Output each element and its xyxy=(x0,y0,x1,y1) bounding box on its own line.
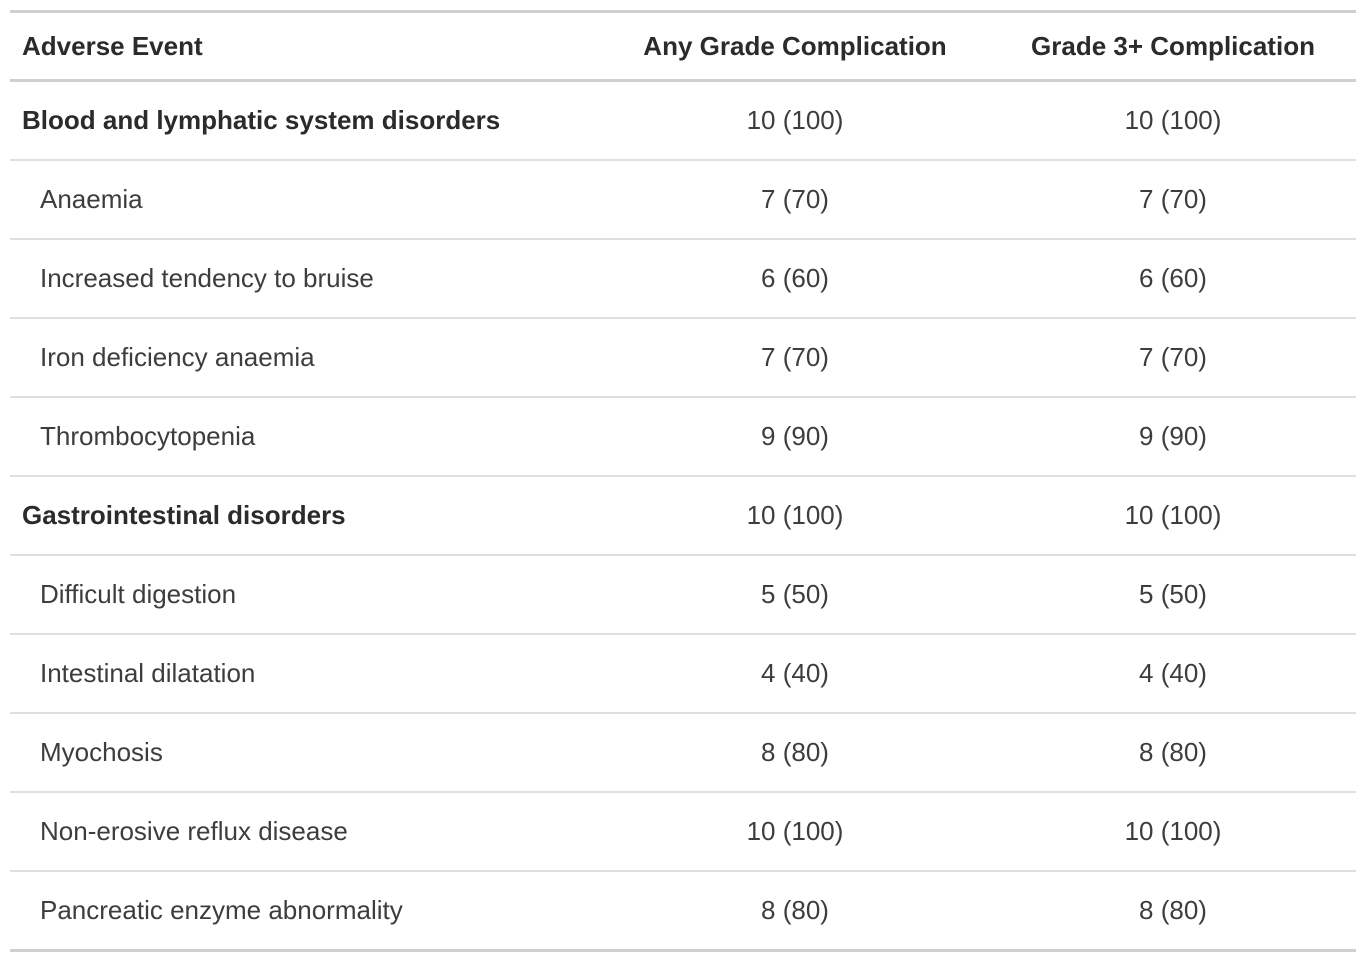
cell-grade3: 4 (40) xyxy=(990,634,1356,714)
cell-grade3: 8 (80) xyxy=(990,871,1356,952)
cell-grade3: 8 (80) xyxy=(990,713,1356,793)
cell-any-grade: 8 (80) xyxy=(600,871,990,952)
row-label: Intestinal dilatation xyxy=(10,634,600,714)
row-label: Increased tendency to bruise xyxy=(10,239,600,319)
table-row-difficult-digestion: Difficult digestion 5 (50) 5 (50) xyxy=(10,555,1356,635)
cell-grade3: 10 (100) xyxy=(990,476,1356,556)
cell-grade3: 7 (70) xyxy=(990,160,1356,240)
column-header-adverse-event: Adverse Event xyxy=(10,10,600,82)
table-row-pancreatic-enzyme-abnormality: Pancreatic enzyme abnormality 8 (80) 8 (… xyxy=(10,871,1356,952)
table-body: Blood and lymphatic system disorders 10 … xyxy=(10,80,1356,952)
group-row-blood-lymphatic: Blood and lymphatic system disorders 10 … xyxy=(10,80,1356,161)
cell-any-grade: 6 (60) xyxy=(600,239,990,319)
table-row-myochosis: Myochosis 8 (80) 8 (80) xyxy=(10,713,1356,793)
adverse-events-table: Adverse Event Any Grade Complication Gra… xyxy=(10,10,1356,952)
cell-any-grade: 8 (80) xyxy=(600,713,990,793)
column-header-any-grade: Any Grade Complication xyxy=(600,10,990,82)
row-label: Difficult digestion xyxy=(10,555,600,635)
table-row-anaemia: Anaemia 7 (70) 7 (70) xyxy=(10,160,1356,240)
cell-grade3: 6 (60) xyxy=(990,239,1356,319)
cell-any-grade: 7 (70) xyxy=(600,160,990,240)
cell-any-grade: 9 (90) xyxy=(600,397,990,477)
cell-any-grade: 7 (70) xyxy=(600,318,990,398)
table-header: Adverse Event Any Grade Complication Gra… xyxy=(10,10,1356,82)
group-row-gastrointestinal: Gastrointestinal disorders 10 (100) 10 (… xyxy=(10,476,1356,556)
column-header-grade3plus: Grade 3+ Complication xyxy=(990,10,1356,82)
cell-any-grade: 10 (100) xyxy=(600,792,990,872)
cell-grade3: 5 (50) xyxy=(990,555,1356,635)
cell-grade3: 10 (100) xyxy=(990,792,1356,872)
table-row-non-erosive-reflux-disease: Non-erosive reflux disease 10 (100) 10 (… xyxy=(10,792,1356,872)
table-row-increased-tendency-to-bruise: Increased tendency to bruise 6 (60) 6 (6… xyxy=(10,239,1356,319)
row-label: Blood and lymphatic system disorders xyxy=(10,80,600,161)
cell-grade3: 10 (100) xyxy=(990,80,1356,161)
cell-any-grade: 10 (100) xyxy=(600,80,990,161)
row-label: Myochosis xyxy=(10,713,600,793)
cell-grade3: 9 (90) xyxy=(990,397,1356,477)
cell-any-grade: 5 (50) xyxy=(600,555,990,635)
row-label: Pancreatic enzyme abnormality xyxy=(10,871,600,952)
cell-any-grade: 4 (40) xyxy=(600,634,990,714)
row-label: Iron deficiency anaemia xyxy=(10,318,600,398)
cell-any-grade: 10 (100) xyxy=(600,476,990,556)
row-label: Gastrointestinal disorders xyxy=(10,476,600,556)
row-label: Non-erosive reflux disease xyxy=(10,792,600,872)
table-row-thrombocytopenia: Thrombocytopenia 9 (90) 9 (90) xyxy=(10,397,1356,477)
header-row: Adverse Event Any Grade Complication Gra… xyxy=(10,10,1356,82)
row-label: Anaemia xyxy=(10,160,600,240)
cell-grade3: 7 (70) xyxy=(990,318,1356,398)
table-row-intestinal-dilatation: Intestinal dilatation 4 (40) 4 (40) xyxy=(10,634,1356,714)
row-label: Thrombocytopenia xyxy=(10,397,600,477)
table-row-iron-deficiency-anaemia: Iron deficiency anaemia 7 (70) 7 (70) xyxy=(10,318,1356,398)
